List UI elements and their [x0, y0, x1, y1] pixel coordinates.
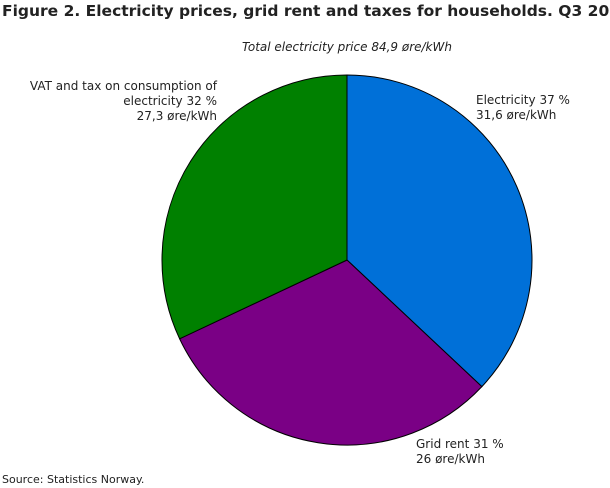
price-label: 31,6 øre/kWh: [476, 108, 557, 122]
value-label: 32 %: [186, 94, 218, 108]
value-label: 37 %: [539, 93, 570, 107]
slice-label: VAT and tax on consumption of electricit…: [17, 79, 217, 124]
slice-label: Grid rent 31 % 26 øre/kWh: [416, 437, 504, 467]
slice-label: Electricity 37 % 31,6 øre/kWh: [476, 93, 570, 123]
chart-title: Figure 2. Electricity prices, grid rent …: [2, 2, 610, 20]
price-label: 27,3 øre/kWh: [136, 109, 217, 123]
category-label: Grid rent: [416, 437, 470, 451]
pie-slice: [178, 259, 483, 446]
source: Source: Statistics Norway.: [2, 473, 145, 486]
chart-subtitle: Total electricity price 84,9 øre/kWh: [242, 40, 452, 54]
value-label: 31 %: [473, 437, 504, 451]
pie-slice: [161, 74, 348, 340]
pie-slice: [346, 74, 533, 388]
price-label: 26 øre/kWh: [416, 452, 485, 466]
category-label: Electricity: [476, 93, 536, 107]
category-label: VAT and tax on consumption of electricit…: [29, 79, 217, 108]
